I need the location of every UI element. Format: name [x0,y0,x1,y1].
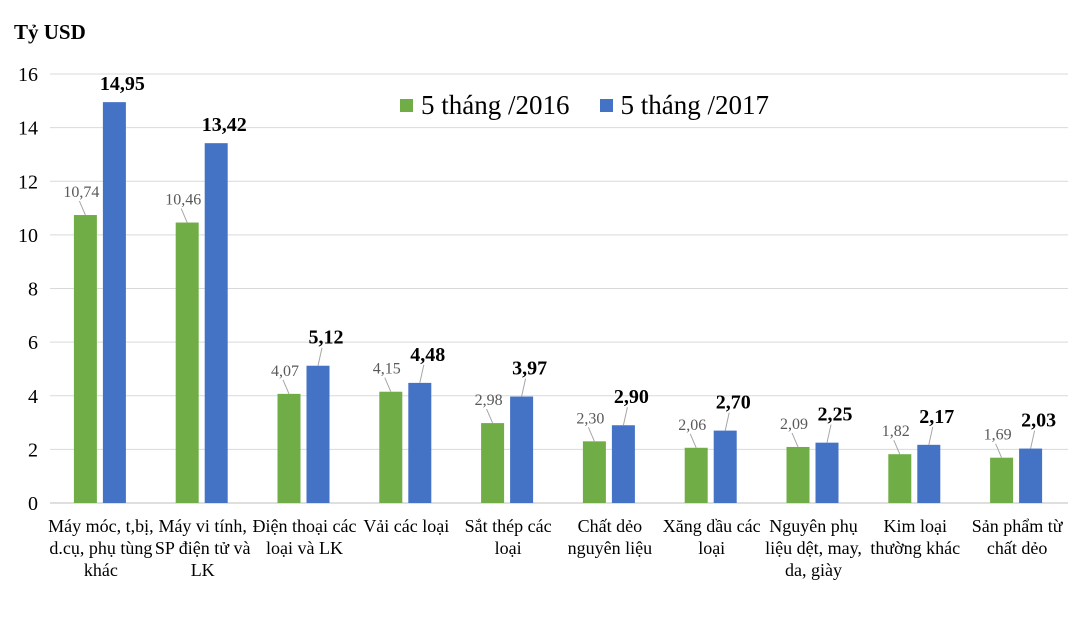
data-label-2016: 2,06 [678,417,706,434]
bar-2017 [408,382,432,503]
y-tick-label: 4 [28,386,38,408]
legend-item-2016: 5 tháng /2016 [400,90,570,121]
bar-2017 [204,143,228,503]
legend-item-2017: 5 tháng /2017 [599,90,770,121]
bar-2016 [175,222,199,503]
data-label-leader [419,364,425,383]
bar-2016 [684,447,708,503]
y-tick-label: 2 [28,439,38,461]
data-label-2016: 2,30 [576,410,604,427]
data-label-leader [724,412,730,431]
data-label-2017: 3,97 [512,358,547,380]
category-label: Xăng dầu các loại [662,516,761,558]
category-label: Kim loại thường khác [870,516,961,558]
legend-label-2016: 5 tháng /2016 [421,90,570,120]
bar-2017 [611,425,635,503]
data-label-2016: 2,09 [780,416,808,433]
y-tick-label: 0 [28,493,38,515]
y-tick-label: 12 [18,171,38,193]
data-label-leader [317,347,323,366]
data-label-leader [384,377,392,392]
y-axis-unit-label: Tỷ USD [14,20,86,44]
y-tick-label: 6 [28,332,38,354]
data-label-leader [486,408,494,424]
data-label-leader [587,427,595,442]
bar-2016 [481,423,505,503]
y-tick-label: 10 [18,225,38,247]
category-label: Điện thoại các loại và LK [252,516,357,558]
data-label-2017: 2,70 [716,392,751,414]
bar-2016 [990,457,1014,503]
data-label-2016: 10,46 [165,192,201,209]
data-label-leader [78,200,86,216]
data-label-2017: 2,03 [1021,410,1056,432]
bar-2017 [510,396,534,503]
data-label-leader [622,407,628,426]
y-tick-label: 16 [18,64,38,86]
data-label-2016: 1,82 [882,423,910,440]
category-label: Máy vi tính, SP điện tử và LK [154,516,251,580]
bar-2017 [917,444,941,503]
bar-2017 [1019,448,1043,503]
bar-2016 [582,441,606,503]
bar-2017 [713,430,737,503]
data-label-2016: 4,07 [271,363,299,380]
data-label-leader [893,440,901,455]
data-label-leader [521,378,527,397]
bar-2017 [102,102,126,503]
data-label-2017: 2,17 [919,406,954,428]
legend-swatch-2016 [400,99,413,112]
data-label-2017: 13,42 [202,114,247,136]
legend: 5 tháng /2016 5 tháng /2017 [400,90,799,121]
data-label-2017: 4,48 [410,344,445,366]
data-label-leader [995,443,1003,458]
data-label-leader [791,432,799,448]
y-tick-label: 8 [28,279,38,301]
legend-label-2017: 5 tháng /2017 [620,90,770,120]
data-label-leader [282,379,290,395]
bar-2017 [815,442,839,503]
bar-2016 [73,215,97,503]
bar-2016 [277,393,301,503]
data-label-leader [928,426,934,445]
category-label: Vải các loại [363,516,450,536]
category-label: Nguyên phụ liệu dệt, may, da, giày [765,516,862,580]
bar-2016 [379,391,403,503]
category-label: Chất dẻo nguyên liệu [567,516,653,558]
data-label-2016: 1,69 [984,427,1012,444]
data-label-2016: 10,74 [63,184,99,201]
data-label-2016: 4,15 [373,361,401,378]
data-label-2017: 5,12 [309,327,344,349]
data-label-2016: 2,98 [475,392,503,409]
data-label-2017: 14,95 [100,73,145,95]
y-tick-label: 14 [18,118,38,140]
bar-2017 [306,365,330,503]
category-label: Máy móc, t,bị, d.cụ, phụ tùng khác [48,516,154,580]
legend-swatch-2017 [599,99,613,112]
data-label-leader [180,208,188,223]
data-label-leader [689,433,697,448]
data-label-leader [826,424,832,443]
bar-2016 [888,454,912,503]
data-label-leader [1030,430,1036,449]
data-label-2017: 2,25 [818,404,853,426]
category-label: Sắt thép các loại [464,516,552,558]
data-label-2017: 2,90 [614,386,649,408]
category-label: Sản phẩm từ chất dẻo [971,516,1063,558]
bar-2016 [786,446,810,503]
